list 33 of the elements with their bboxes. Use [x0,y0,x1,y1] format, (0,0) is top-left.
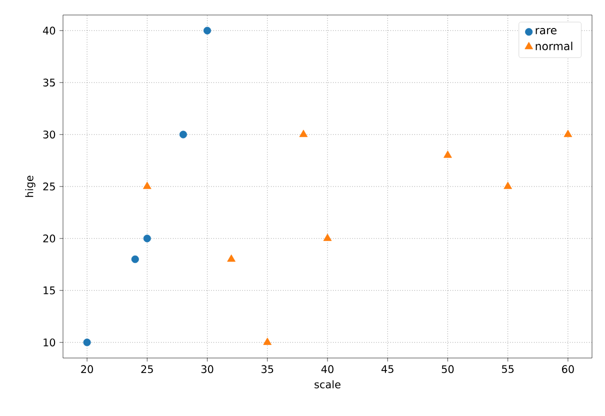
y-tick-label: 35 [43,78,55,87]
y-tick-label: 20 [43,234,56,242]
y-tick-label: 10 [44,338,56,346]
y-tick-label: 25 [43,182,55,190]
x-tick-label: 35 [262,365,274,374]
x-tick-label: 20 [81,365,93,374]
y-tick-label: 40 [43,26,56,35]
legend-label: rare [536,28,556,34]
point [263,338,272,345]
x-tick-label: 30 [201,365,214,374]
point [227,254,236,262]
point [131,255,139,264]
x-tick-label: 50 [442,365,454,374]
x-tick-label: 45 [381,365,394,373]
point [179,130,188,138]
point [504,182,512,189]
x-tick-label: 60 [562,365,574,374]
point [142,182,152,189]
x-tick-label: 25 [141,365,153,374]
x-axis-title: scale [314,380,340,388]
point [444,150,452,158]
point [323,234,332,241]
legend-label: normal [536,42,572,50]
point [203,26,212,34]
y-tick-label: 15 [44,286,55,294]
point [143,234,151,242]
point [564,130,572,138]
x-tick-label: 55 [502,365,514,373]
y-axis-title: hige [25,176,36,197]
y-tick-label: 30 [43,130,56,138]
point [299,130,308,138]
point [83,338,91,346]
x-tick-label: 40 [321,365,334,374]
